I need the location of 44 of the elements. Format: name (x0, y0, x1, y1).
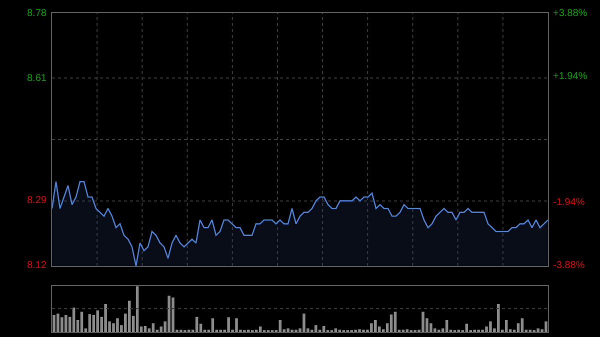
bar (72, 308, 76, 332)
bar (96, 310, 100, 332)
bar (504, 320, 508, 332)
bar (302, 314, 306, 332)
bar (235, 318, 238, 332)
bar (465, 324, 468, 332)
y2-tick-label: +3.88% (553, 8, 588, 19)
bar (286, 328, 290, 332)
bar (211, 318, 214, 332)
y2-tick-label: -3.88% (553, 260, 585, 271)
bar (374, 320, 377, 332)
bar (422, 312, 424, 332)
y-tick-label: 8.29 (27, 195, 47, 206)
y-tick-label: 8.61 (27, 73, 47, 84)
bar (64, 315, 68, 332)
bar (172, 298, 174, 332)
bar (489, 321, 492, 332)
bar (322, 326, 326, 332)
bar (370, 323, 373, 332)
bar (406, 329, 409, 332)
bar (144, 326, 147, 332)
bar (520, 318, 524, 332)
bar (544, 321, 548, 332)
bar (390, 314, 393, 332)
bar (278, 320, 282, 332)
y2-tick-label: +1.94% (553, 71, 588, 82)
bar (227, 317, 230, 332)
y2-tick-label: -1.94% (553, 197, 585, 208)
bar (168, 296, 170, 332)
bar (60, 317, 64, 332)
bar (445, 320, 448, 332)
bar (56, 314, 60, 332)
bar (314, 325, 318, 332)
bar (52, 315, 56, 332)
bar (116, 318, 119, 332)
bar (358, 329, 361, 332)
y-tick-label: 8.78 (27, 8, 47, 19)
y-tick-label: 8.12 (27, 260, 47, 271)
bar (497, 304, 500, 332)
bar (104, 304, 107, 332)
bar (258, 326, 262, 332)
bar (536, 328, 540, 332)
bar (88, 314, 92, 332)
bar (128, 300, 131, 332)
